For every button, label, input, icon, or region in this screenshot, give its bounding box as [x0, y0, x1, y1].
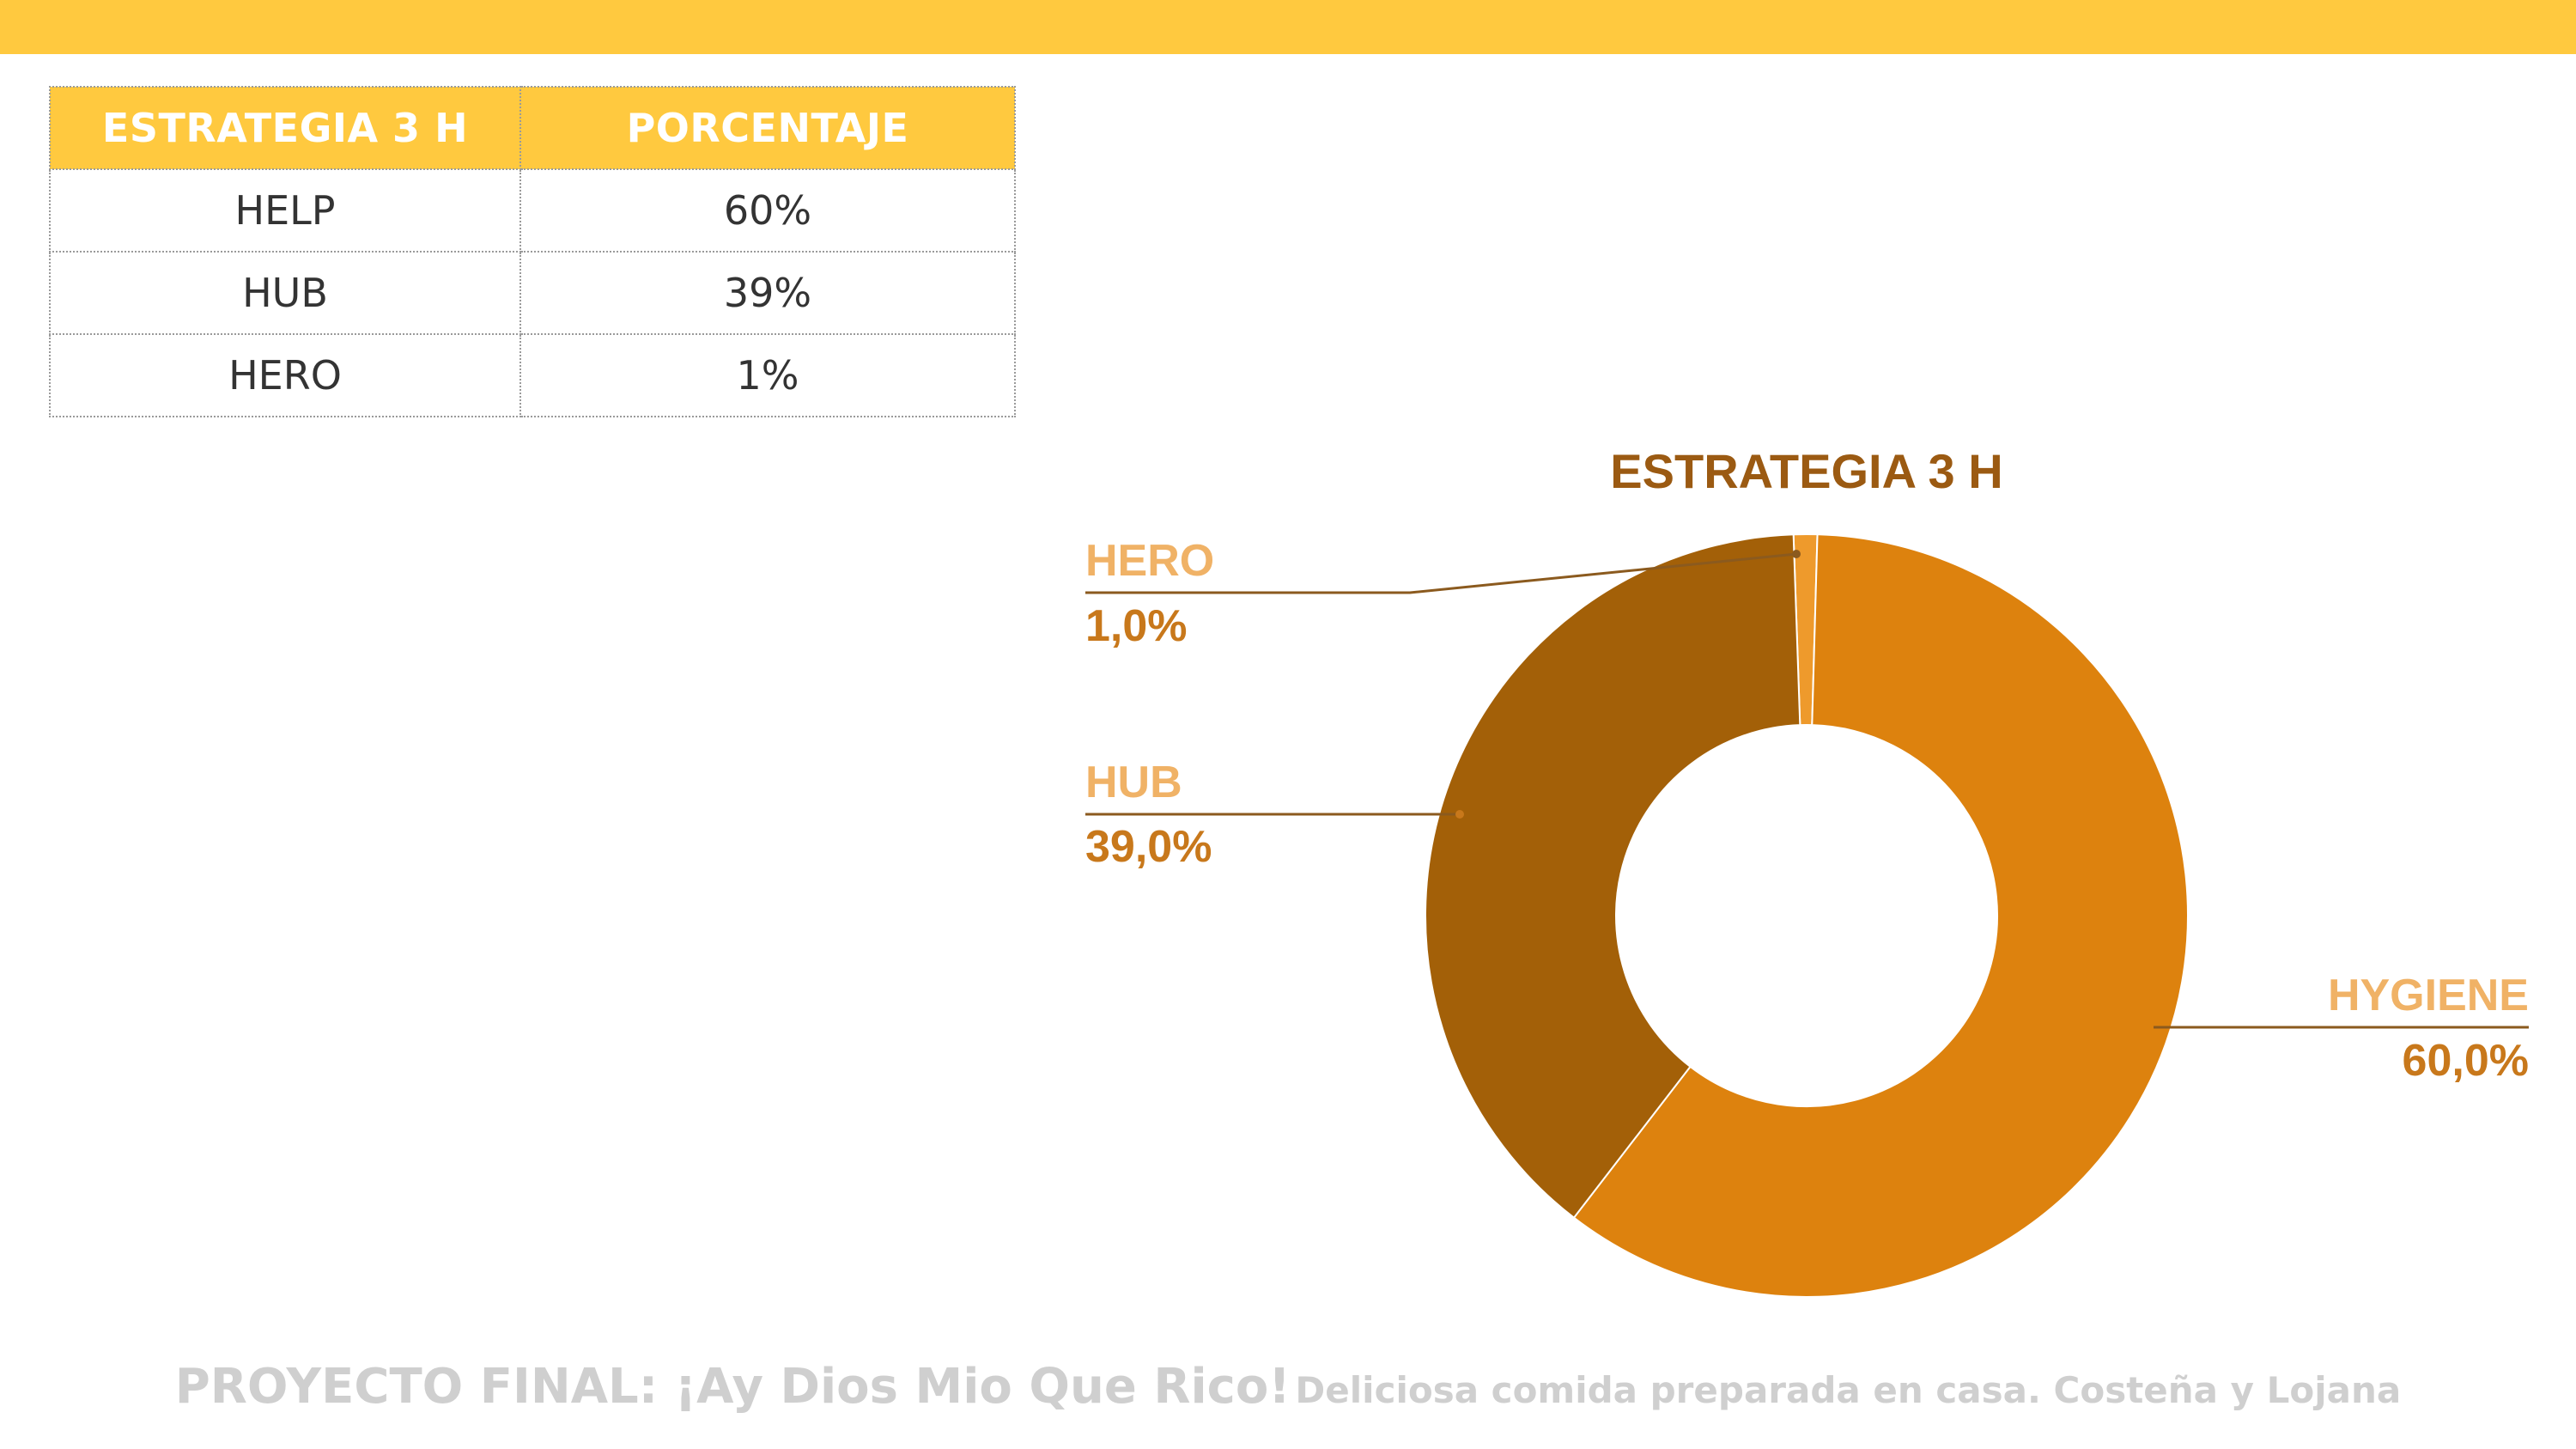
- table-row: HUB 39%: [49, 251, 1016, 335]
- leader-lines: [1085, 550, 2529, 1029]
- leader-dot-hero: [1792, 550, 1801, 558]
- table-row: HELP 60%: [49, 168, 1016, 253]
- data-label-hygiene-name: HYGIENE: [2328, 971, 2529, 1020]
- footer: PROYECTO FINAL: ¡Ay Dios Mio Que Rico! D…: [0, 1359, 2576, 1415]
- footer-project-title: PROYECTO FINAL: ¡Ay Dios Mio Que Rico!: [174, 1359, 1291, 1415]
- column-header-percentage: PORCENTAJE: [519, 86, 1016, 170]
- table-cell-strategy: HELP: [49, 168, 521, 253]
- footer-subtitle: Deliciosa comida preparada en casa. Cost…: [1295, 1369, 2402, 1411]
- chart-title: ESTRATEGIA 3 H: [1610, 444, 2002, 498]
- table-header-row: ESTRATEGIA 3 H PORCENTAJE: [49, 86, 1016, 170]
- table-cell-percentage: 60%: [519, 168, 1016, 253]
- data-label-hygiene-value: 60,0%: [2403, 1036, 2529, 1086]
- data-label-hub-value: 39,0%: [1085, 822, 1212, 872]
- leader-dot-hub: [1455, 810, 1464, 819]
- donut-slice-hygiene: [1572, 533, 2189, 1298]
- table-cell-percentage: 1%: [519, 333, 1016, 417]
- donut-slice-hub: [1425, 533, 1801, 1220]
- top-accent-bar: [0, 0, 2576, 54]
- chart-slices: [1425, 533, 2189, 1298]
- data-label-hero-value: 1,0%: [1085, 601, 1188, 651]
- leader-line-hero: [1085, 552, 1797, 594]
- table-cell-strategy: HUB: [49, 251, 521, 335]
- table-cell-percentage: 39%: [519, 251, 1016, 335]
- data-label-hero-name: HERO: [1085, 536, 1214, 586]
- data-label-hub-name: HUB: [1085, 758, 1182, 807]
- strategy-table: ESTRATEGIA 3 H PORCENTAJE HELP 60% HUB 3…: [49, 86, 1016, 417]
- column-header-strategy: ESTRATEGIA 3 H: [49, 86, 521, 170]
- table-cell-strategy: HERO: [49, 333, 521, 417]
- table-row: HERO 1%: [49, 333, 1016, 417]
